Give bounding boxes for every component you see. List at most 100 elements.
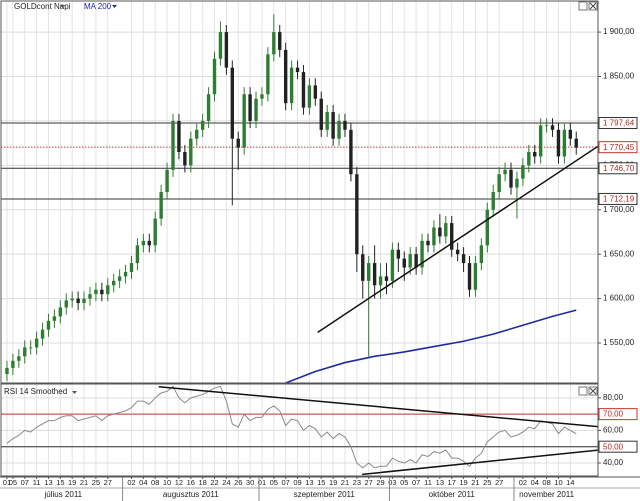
x-tick-label: 01: [3, 478, 11, 487]
candle-body: [165, 169, 169, 192]
dropdown-icon[interactable]: [60, 5, 65, 8]
y-tick-label: 1 900,00: [603, 27, 635, 36]
trend-line: [317, 145, 598, 333]
candle-body: [23, 347, 27, 357]
y-tick-label: 60,00: [603, 426, 624, 435]
y-tick-label: 1 600,00: [603, 294, 635, 303]
x-tick-label: 21: [341, 478, 349, 487]
candle-body: [200, 120, 205, 130]
x-tick-label: 13: [305, 478, 313, 487]
x-tick-label: 16: [187, 478, 195, 487]
candle-body: [272, 32, 276, 55]
x-tick-label: 27: [104, 478, 112, 487]
candle-body: [70, 298, 74, 301]
candle-body: [509, 169, 513, 188]
level-label: 50,00: [603, 442, 624, 451]
x-tick-label: 23: [353, 478, 361, 487]
candle-body: [396, 249, 401, 259]
level-label-box: [598, 408, 638, 421]
panel-title: GOLDcont Napi: [14, 2, 71, 11]
x-tick-label: 07: [412, 478, 420, 487]
x-tick-label: 19: [68, 478, 76, 487]
x-tick-label: 19: [329, 478, 337, 487]
candle-body: [135, 245, 140, 264]
level-label-box: [598, 440, 638, 453]
window-button[interactable]: [578, 1, 588, 11]
candle-body: [52, 316, 57, 321]
candle-body: [153, 218, 157, 246]
candle-body: [189, 138, 193, 166]
candle-body: [224, 32, 229, 68]
window-button[interactable]: [578, 386, 588, 396]
candle-body: [100, 289, 104, 295]
level-label: 1 770,45: [603, 143, 635, 152]
x-tick-label: 27: [365, 478, 373, 487]
candle-body: [195, 129, 199, 139]
month-label: szeptember 2011: [294, 490, 356, 499]
close-icon: [589, 387, 597, 395]
candle-body: [159, 192, 163, 219]
x-tick-label: 27: [495, 478, 503, 487]
x-tick-label: 25: [483, 478, 491, 487]
y-tick-label: 1 550,00: [603, 338, 635, 347]
candle-body: [307, 85, 312, 108]
x-tick-label: 04: [531, 478, 539, 487]
candle-body: [295, 67, 300, 73]
level-label: 1 712,19: [603, 195, 635, 204]
candle-body: [236, 138, 240, 148]
x-tick-label: 02: [519, 478, 527, 487]
candle-body: [106, 285, 110, 295]
trend-line: [362, 449, 598, 476]
x-tick-label: 05: [270, 478, 278, 487]
candle-body: [117, 276, 122, 281]
x-tick-label: 13: [44, 478, 52, 487]
month-label: augusztus 2011: [163, 490, 219, 499]
candle-body: [289, 67, 294, 104]
candle-body: [11, 360, 15, 368]
candle-body: [141, 240, 146, 246]
candle-body: [218, 32, 223, 59]
close-icon: [589, 2, 597, 10]
candle-body: [438, 227, 442, 237]
x-tick-label: 07: [282, 478, 290, 487]
dropdown-icon[interactable]: [72, 391, 77, 394]
candle-body: [361, 254, 365, 281]
y-tick-label: 40,00: [603, 458, 624, 467]
candle-body: [426, 240, 430, 246]
y-tick-label: 1 850,00: [603, 72, 635, 81]
x-tick-label: 11: [33, 478, 41, 487]
x-tick-label: 21: [471, 478, 479, 487]
candle-body: [206, 94, 211, 121]
candle-body: [212, 58, 217, 95]
x-tick-label: 14: [566, 478, 574, 487]
dropdown-icon[interactable]: [112, 5, 117, 8]
candle-body: [283, 49, 288, 104]
candle-body: [384, 276, 389, 281]
level-label-box: [598, 162, 638, 175]
level-label: 1 746,70: [603, 164, 635, 173]
candle-body: [533, 152, 537, 157]
trend-line: [158, 386, 598, 428]
x-tick-label: 10: [554, 478, 562, 487]
candle-body: [254, 98, 258, 121]
x-tick-label: 10: [163, 478, 171, 487]
candle-body: [64, 300, 68, 308]
candle-body: [538, 125, 543, 157]
candle-body: [129, 263, 134, 272]
candle-body: [325, 112, 329, 130]
month-label: november 2011: [519, 490, 575, 499]
candle-body: [123, 271, 128, 277]
panel: [1, 1, 598, 383]
candle-body: [28, 347, 33, 349]
candle-body: [230, 67, 235, 139]
x-tick-label: 25: [92, 478, 100, 487]
candle-body: [408, 254, 412, 268]
x-tick-label: 19: [459, 478, 467, 487]
candle-body: [331, 112, 335, 139]
panel: [1, 384, 598, 476]
candle-body: [491, 192, 495, 210]
x-tick-label: 26: [234, 478, 242, 487]
level-label-box: [598, 141, 638, 154]
x-tick-label: 12: [175, 478, 183, 487]
